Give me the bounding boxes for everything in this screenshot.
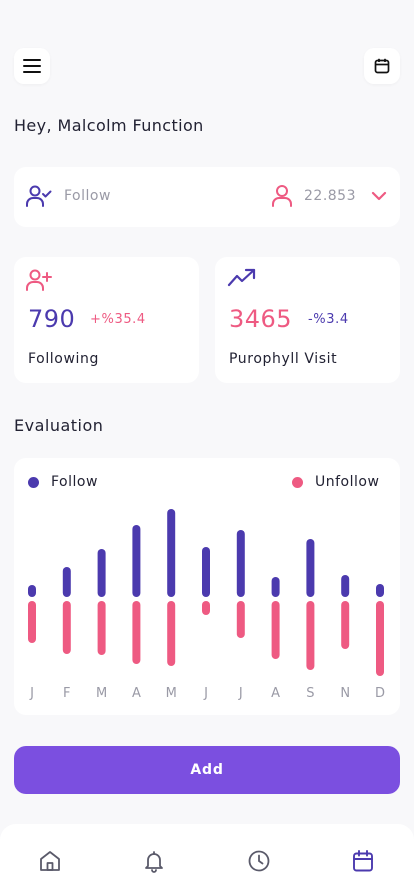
clock-icon — [248, 850, 270, 872]
tab-home[interactable] — [37, 848, 63, 874]
x-tick-label: F — [63, 686, 70, 701]
user-icon — [272, 185, 292, 207]
x-tick-label: N — [340, 686, 350, 701]
unfollow-bar — [28, 601, 36, 643]
visit-label: Purophyll Visit — [229, 351, 338, 367]
unfollow-bar — [167, 601, 176, 666]
unfollow-bar — [271, 601, 280, 659]
home-icon — [40, 851, 60, 871]
x-tick-label: A — [271, 686, 280, 701]
calendar-button[interactable] — [364, 48, 400, 84]
follow-bar — [97, 549, 106, 597]
calendar-icon — [353, 850, 373, 872]
legend-unfollow-label: Unfollow — [315, 474, 380, 490]
x-tick-label: M — [166, 686, 177, 701]
follow-selector[interactable]: Follow 22.853 — [14, 167, 400, 227]
legend-unfollow: Unfollow — [292, 474, 379, 490]
follow-bar — [167, 509, 176, 597]
x-tick-label: S — [306, 686, 314, 701]
following-stat-card[interactable]: 790 +%35.4 Following — [14, 257, 199, 383]
legend-follow-dot — [28, 476, 39, 488]
unfollow-bar — [236, 601, 245, 638]
hamburger-icon — [23, 59, 41, 73]
evaluation-title: Evaluation — [14, 416, 104, 435]
x-tick-label: M — [96, 686, 107, 701]
visit-number: 3465 — [229, 305, 293, 333]
greeting-text: Hey, Malcolm Function — [14, 116, 204, 135]
x-tick-label: J — [203, 686, 208, 701]
follow-bar — [236, 530, 245, 597]
legend-follow: Follow — [28, 474, 98, 490]
evaluation-chart-card: J F M A M J J A S N D Follow Unfollow — [14, 458, 400, 715]
follow-bar — [341, 575, 350, 597]
visit-stat-card[interactable]: 3465 -%3.4 Purophyll Visit — [215, 257, 400, 383]
unfollow-bar — [202, 601, 210, 615]
x-tick-label: J — [238, 686, 243, 701]
calendar-icon — [374, 58, 390, 74]
legend-follow-label: Follow — [51, 474, 98, 490]
x-tick-label: A — [132, 686, 141, 701]
x-tick-label: J — [29, 686, 34, 701]
visit-change: -%3.4 — [308, 312, 349, 327]
x-tick-label: D — [375, 686, 385, 701]
following-change: +%35.4 — [90, 312, 146, 327]
follow-bar — [271, 577, 280, 597]
legend-unfollow-dot — [292, 476, 303, 488]
follow-bar — [306, 539, 315, 597]
follow-bar — [376, 584, 384, 597]
add-button[interactable]: Add — [14, 746, 400, 794]
user-plus-icon — [26, 269, 52, 291]
unfollow-bar — [306, 601, 315, 670]
follow-bar — [62, 567, 71, 597]
following-label: Following — [28, 351, 99, 367]
unfollow-bar — [97, 601, 106, 655]
menu-button[interactable] — [14, 48, 50, 84]
bell-icon — [145, 851, 163, 873]
tab-notifications[interactable] — [141, 848, 167, 874]
tab-history[interactable] — [246, 848, 272, 874]
follow-bar — [28, 585, 36, 597]
tab-calendar[interactable] — [350, 848, 376, 874]
unfollow-bar — [62, 601, 71, 654]
bottom-tab-bar — [0, 824, 414, 896]
follow-count: 22.853 — [304, 188, 356, 204]
user-check-icon — [26, 185, 52, 207]
unfollow-bar — [376, 601, 384, 676]
follow-bar — [202, 547, 210, 597]
following-number: 790 — [28, 305, 76, 333]
trending-up-icon — [227, 268, 256, 287]
unfollow-bar — [132, 601, 141, 664]
follow-label: Follow — [64, 188, 111, 204]
unfollow-bar — [341, 601, 350, 649]
chevron-down-icon[interactable] — [370, 187, 388, 205]
follow-bar — [132, 525, 141, 597]
